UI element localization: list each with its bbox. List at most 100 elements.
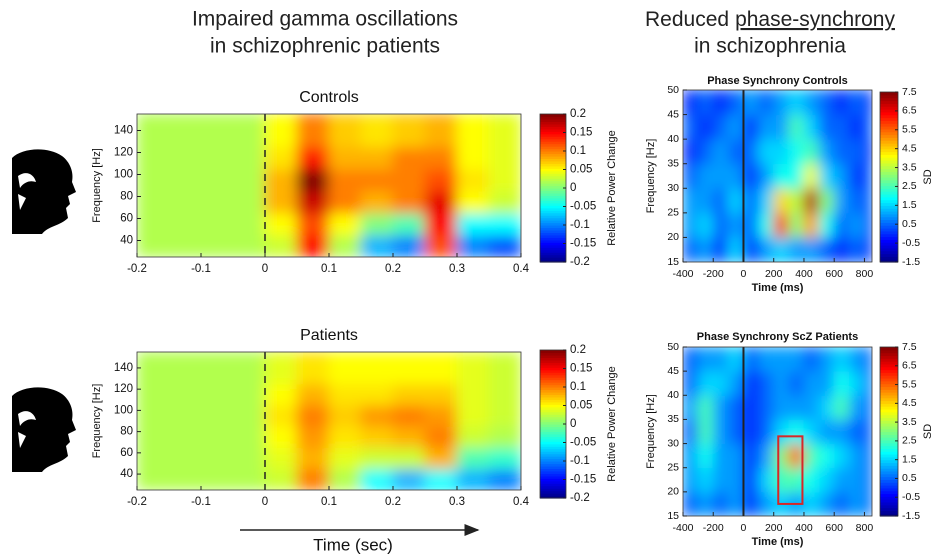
heatmap-cell [833,187,850,214]
heatmap-cell [833,212,850,238]
colorbar-tick-label: 0 [570,182,576,194]
heatmap-cell [742,236,760,262]
colorbar-tick-label: 3.5 [902,416,917,428]
heatmap-cell [328,212,362,236]
colorbar-swatch [880,428,898,433]
colorbar-swatch [880,496,898,500]
heatmap-cell [742,114,760,140]
heatmap-cell [424,146,458,170]
colorbar-tick-label: -0.5 [902,491,920,503]
heatmap-cell [683,90,699,116]
y-tick-label: 35 [667,413,679,425]
heatmap-cell [264,425,298,449]
colorbar-swatch [540,409,566,413]
heatmap-cell [773,347,790,372]
colorbar-swatch [880,253,898,257]
colorbar-swatch [540,480,566,484]
x-tick-label: 0.3 [449,263,465,275]
colorbar-swatch [540,190,566,194]
heatmap-cell [168,168,202,192]
x-tick-label: 0.4 [513,496,530,508]
heatmap-cell [758,443,775,469]
colorbar-swatch [540,168,566,172]
heatmap-cell [727,114,744,140]
heatmap-cell [742,443,760,469]
colorbar-swatch [540,421,566,425]
heatmap-cell [848,467,865,493]
heatmap-cell [296,352,330,385]
heatmap-cell [200,425,234,449]
heatmap-cell [727,467,744,493]
heatmap-cell [863,187,872,214]
colorbar-swatch [540,362,566,366]
colorbar-swatch [880,117,898,121]
x-tick-label: -0.1 [191,263,211,275]
y-tick-label: 40 [667,389,679,401]
colorbar-tick-label: 2.5 [902,435,917,447]
y-tick-label: 120 [114,383,133,395]
colorbar-tick-label: 7.5 [902,341,917,353]
heatmap-cell [683,491,699,516]
colorbar-swatch [540,249,566,253]
heatmap-cell [424,190,458,214]
heatmap-cell [848,187,865,214]
heatmap [683,347,872,516]
heatmap-cell [296,146,330,170]
y-tick-label: 120 [114,147,133,159]
heatmap-cell [697,90,714,116]
heatmap-cell [328,352,362,385]
colorbar-swatch [880,168,898,172]
colorbar-swatch [540,401,566,405]
plot-frame [682,89,873,263]
colorbar-swatch [540,364,566,368]
heatmap-cell [456,190,490,214]
heatmap-cell [137,146,170,170]
colorbar-swatch [540,463,566,467]
x-tick-label: 0 [741,522,747,534]
colorbar-swatch [540,426,566,430]
heatmap-cell [833,163,850,189]
heatmap-cell [773,236,790,262]
heatmap-cell [818,114,835,140]
y-tick-label: 25 [667,207,679,219]
colorbar-swatch [880,431,898,435]
colorbar-swatch [880,507,898,511]
colorbar-swatch [880,134,898,138]
heatmap-cell [803,187,820,214]
colorbar-swatch [880,126,898,130]
heatmap-cell [328,190,362,214]
heatmap-cell [803,114,820,140]
colorbar-swatch [880,191,898,195]
heatmap-cell [773,443,790,469]
colorbar-swatch [540,495,566,499]
colorbar-tick-label: -0.15 [570,474,596,486]
colorbar-swatch [880,208,898,212]
colorbar-swatch [540,461,566,465]
heatmap-cell [488,425,521,449]
colorbar-tick-label: 2.5 [902,180,917,192]
x-tick-label: 0 [741,268,747,280]
heatmap-cell [168,425,202,449]
colorbar-tick-label: 4.5 [902,397,917,409]
colorbar-swatch [880,411,898,416]
colorbar-tick-label: 0.15 [570,363,592,375]
heatmap-cell [232,447,266,470]
heatmap-cell [168,212,202,236]
colorbar-swatch [880,236,898,240]
colorbar-swatch [880,171,898,175]
colorbar-swatch [540,257,566,261]
heatmap-cell [264,468,298,490]
colorbar-swatch [880,499,898,503]
colorbar-swatch [880,100,898,104]
colorbar-tick-label: 1.5 [902,453,917,465]
colorbar-tick-label: 0.15 [570,127,592,139]
colorbar-tick-label: -0.2 [570,492,590,504]
heatmap-cell [758,163,775,189]
heatmap-cell [863,138,872,165]
colorbar-swatch [540,244,566,248]
heatmap-cell [232,404,266,427]
colorbar-swatch [540,443,566,447]
heatmap-cell [863,443,872,469]
heatmap-cell [848,163,865,189]
